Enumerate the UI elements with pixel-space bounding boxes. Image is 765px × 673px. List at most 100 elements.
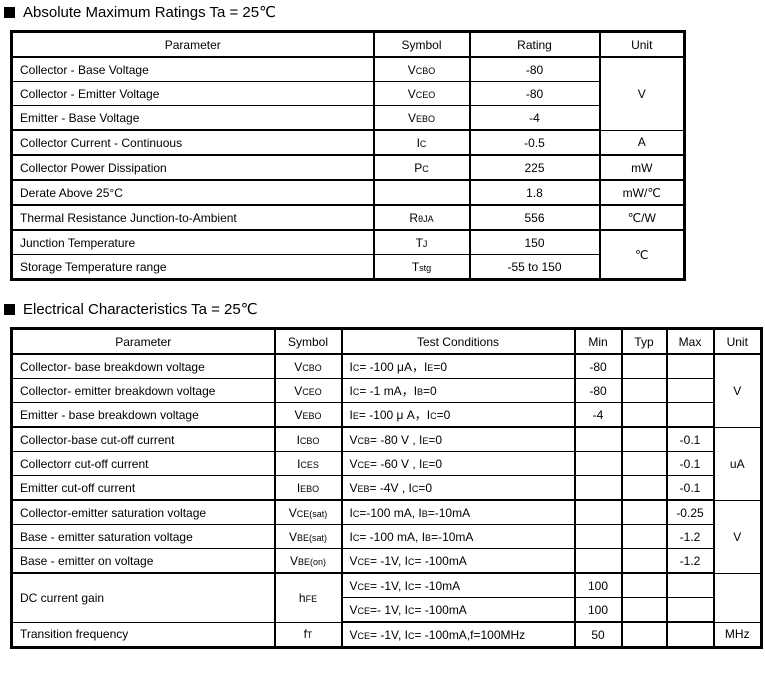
cell-parameter: DC current gain [10,572,276,623]
cell-parameter: Storage Temperature range [10,254,375,280]
subscript: CBO [415,65,436,76]
table-row: Base - emitter on voltage VBE(on) VCE= -1V… [10,548,762,574]
section-title-absolute-maximum-ratings: Absolute Maximum Ratings Ta = 25℃ [4,5,765,20]
cell-max [665,597,715,623]
cell-symbol: VBE(on) [273,548,343,574]
subscript: C [411,483,419,494]
cell-symbol: VCE(sat) [273,499,343,525]
cell-symbol: VEBO [372,105,471,131]
subscript: CE [357,581,371,592]
subscript: FE [305,593,318,604]
cell-symbol: hFE [273,572,343,623]
cell-symbol: PC [372,154,471,181]
table-row: Collector Current - Continuous IC -0.5 A [10,129,686,156]
cell-min [573,524,623,549]
subscript: J [422,238,428,249]
subscript: C [419,138,427,149]
cell-unit: mW/℃ [598,179,686,206]
cell-symbol: VCEO [372,81,471,106]
table-row: Collector - Base Voltage VCBO -80 V [10,56,686,131]
cell-parameter: Collector-emitter saturation voltage [10,499,276,525]
subscript: C [407,630,415,641]
cell-typ [620,597,668,623]
cell-parameter: Collector- emitter breakdown voltage [10,378,276,403]
cell-typ [620,572,668,598]
cell-rating: 150 [468,229,601,255]
table-row: Collectorr cut-off current ICES VCE= -60 V… [10,451,762,476]
table-row: VCE=- 1V, IC= -100mA 100 [12,597,762,623]
cell-rating: -80 [468,81,601,106]
column-header-min: Min [573,328,623,355]
cell-symbol: VEBO [273,402,343,428]
column-header-unit: Unit [598,31,686,58]
subscript: CES [300,459,319,470]
subscript: C [352,387,360,397]
cell-rating: 1.8 [468,179,601,206]
cell-unit: ℃ [598,229,686,280]
column-header-test-conditions: Test Conditions [340,328,576,355]
subscript: CE [357,630,371,641]
cell-max: -0.1 [665,451,715,476]
table-row: Emitter cut-off current IEBO VEB= -4V , IC… [10,475,762,501]
subscript: CE [357,605,371,616]
cell-test-conditions: IC= -100 μA，IE=0 [340,353,576,379]
cell-unit: V [712,353,763,428]
cell-max: -0.1 [665,475,715,501]
cell-typ [620,499,668,525]
cell-typ [620,402,668,428]
cell-symbol: IEBO [273,475,343,501]
absolute-maximum-ratings-table: Parameter Symbol Rating Unit Collector - Bas… [10,30,686,281]
cell-unit: V [712,499,763,574]
electrical-characteristics-table: Parameter Symbol Test Conditions Min Typ Max U… [10,327,763,649]
subscript: E [352,411,359,421]
subscript: EBO [302,410,322,421]
subscript: EBO [300,483,320,494]
table-row: Collector - Emitter Voltage VCEO -80 [10,81,685,106]
cell-parameter: Collector Power Dissipation [10,154,375,181]
cell-rating: -0.5 [468,129,601,156]
subscript: C [407,605,415,616]
cell-test-conditions: VCE= -60 V , IE=0 [340,451,576,476]
subscript: C [407,581,415,592]
cell-parameter: Emitter cut-off current [10,475,276,501]
cell-min [573,426,623,452]
cell-rating: 556 [468,204,601,231]
section-title-electrical-characteristics: Electrical Characteristics Ta = 25℃ [4,302,765,317]
table-row: Junction Temperature TJ 150 ℃ [10,229,686,280]
cell-symbol: VBE(sat) [273,524,343,549]
cell-min [573,548,623,574]
cell-parameter: Base - emitter on voltage [10,548,276,574]
column-header-parameter: Parameter [10,328,276,355]
subscript: BE(sat) [297,532,328,543]
subscript: EB [357,483,370,494]
cell-parameter: Collector- base breakdown voltage [10,353,276,379]
header-row: Parameter Symbol Test Conditions Min Typ Max U… [10,328,763,355]
subscript: C [430,411,437,421]
section-title-text: Electrical Characteristics Ta = 25℃ [23,301,258,318]
cell-test-conditions: VCE= -1V, IC= -10mA [340,572,576,598]
section-title-text: Absolute Maximum Ratings Ta = 25℃ [23,4,276,21]
cell-test-conditions: VEB= -4V , IC=0 [340,475,576,501]
subscript: E [427,363,434,373]
cell-max: -0.25 [665,499,715,525]
cell-parameter: Emitter - base breakdown voltage [10,402,276,428]
column-header-symbol: Symbol [372,31,471,58]
cell-min: -80 [573,353,623,379]
column-header-parameter: Parameter [10,31,375,58]
column-header-typ: Typ [620,328,668,355]
column-header-unit: Unit [712,328,763,355]
cell-parameter: Collector - Base Voltage [10,56,375,82]
cell-max [665,378,715,403]
cell-symbol: VCBO [273,353,343,379]
cell-max [665,353,715,379]
cell-min [573,475,623,501]
cell-test-conditions: VCE=- 1V, IC= -100mA [340,597,576,623]
cell-max [665,572,715,598]
cell-max: -1.2 [665,524,715,549]
cell-typ [620,353,668,379]
cell-test-conditions: IC=-100 mA, IB=-10mA [340,499,576,525]
subscript: C [352,363,360,373]
cell-min [573,451,623,476]
cell-symbol: VCEO [273,378,343,403]
cell-min: 50 [573,621,623,648]
